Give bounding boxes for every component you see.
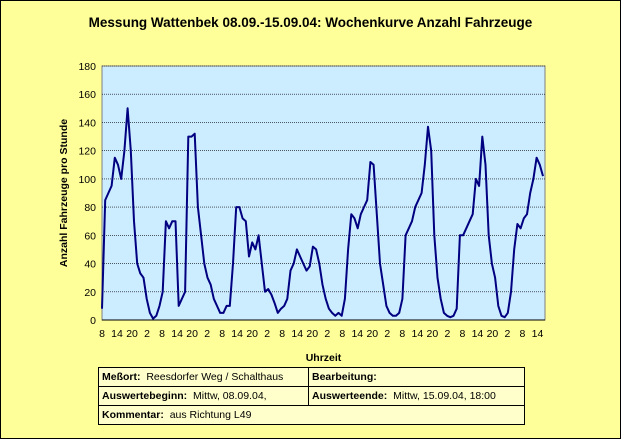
x-tick-label: 2 <box>144 328 150 340</box>
info-cell-messort: Meßort: Reesdorfer Weg / Schalthaus <box>98 367 309 387</box>
x-tick-label: 2 <box>324 328 330 340</box>
auswertebeginn-value: Mittw, 08.09.04, <box>193 390 267 402</box>
x-tick-label: 14 <box>291 328 303 340</box>
x-tick-label: 8 <box>520 328 526 340</box>
x-tick-label: 2 <box>204 328 210 340</box>
x-tick-label: 2 <box>444 328 450 340</box>
plot-area <box>101 65 546 321</box>
x-tick-label: 20 <box>487 328 499 340</box>
x-tick-label: 20 <box>427 328 439 340</box>
x-tick-label: 8 <box>459 328 465 340</box>
info-cell-auswerteende: Auswerteende: Mittw, 15.09.04, 18:00 <box>308 386 525 406</box>
info-table: Meßort: Reesdorfer Weg / Schalthaus Bear… <box>98 367 525 425</box>
x-tick-label: 14 <box>472 328 484 340</box>
kommentar-label: Kommentar: <box>102 409 164 421</box>
chart-title: Messung Wattenbek 08.09.-15.09.04: Woche… <box>88 15 533 30</box>
y-axis-title: Anzahl Fahrzeuge pro Stunde <box>58 119 70 267</box>
x-tick-label: 8 <box>159 328 165 340</box>
x-tick-label: 20 <box>306 328 318 340</box>
x-axis-title: Uhrzeit <box>306 352 342 364</box>
y-tick-label: 40 <box>84 259 96 271</box>
x-tick-label: 14 <box>171 328 183 340</box>
y-tick-label: 80 <box>84 202 96 214</box>
x-tick-label: 14 <box>351 328 363 340</box>
x-tick-label: 14 <box>412 328 424 340</box>
x-tick-label: 8 <box>279 328 285 340</box>
x-tick-label: 2 <box>505 328 511 340</box>
y-tick-label: 100 <box>78 174 96 186</box>
messort-value: Reesdorfer Weg / Schalthaus <box>146 371 284 383</box>
x-tick-label: 2 <box>384 328 390 340</box>
info-row: Kommentar: aus Richtung L49 <box>98 405 525 425</box>
bearbeitung-label: Bearbeitung: <box>312 371 377 383</box>
x-tick-label: 8 <box>99 328 105 340</box>
auswerteende-value: Mittw, 15.09.04, 18:00 <box>393 390 496 402</box>
x-tick-label: 14 <box>231 328 243 340</box>
y-tick-label: 160 <box>78 89 96 101</box>
auswertebeginn-label: Auswertebeginn: <box>102 390 188 402</box>
y-tick-label: 180 <box>78 61 96 73</box>
messort-label: Meßort: <box>102 371 141 383</box>
auswerteende-label: Auswerteende: <box>312 390 388 402</box>
x-tick-label: 2 <box>264 328 270 340</box>
gridlines <box>102 65 545 321</box>
x-tick-label: 8 <box>339 328 345 340</box>
y-tick-label: 120 <box>78 146 96 158</box>
x-tick-label: 20 <box>186 328 198 340</box>
series-line <box>101 107 544 320</box>
info-row: Meßort: Reesdorfer Weg / Schalthaus Bear… <box>98 367 525 387</box>
x-axis-ticks: 8 14 20 2 8 14 20 2 8 14 20 2 8 14 20 2 8 14 20 2 8 14 20 2 8 14 2… <box>99 328 543 340</box>
y-axis-ticks: 0 20 40 60 80 100 120 140 160 180 <box>78 61 96 327</box>
y-tick-label: 20 <box>84 287 96 299</box>
x-tick-label: 20 <box>126 328 138 340</box>
x-tick-label: 20 <box>366 328 378 340</box>
y-tick-label: 0 <box>90 315 96 327</box>
info-cell-bearbeitung: Bearbeitung: <box>308 367 525 387</box>
info-cell-kommentar: Kommentar: aus Richtung L49 <box>98 405 525 425</box>
info-row: Auswertebeginn: Mittw, 08.09.04, Auswert… <box>98 386 525 406</box>
x-tick-label: 14 <box>532 328 544 340</box>
x-tick-label: 20 <box>246 328 258 340</box>
kommentar-value: aus Richtung L49 <box>169 409 252 421</box>
x-tick-label: 8 <box>399 328 405 340</box>
y-tick-label: 140 <box>78 117 96 129</box>
y-tick-label: 60 <box>84 230 96 242</box>
info-cell-auswertebeginn: Auswertebeginn: Mittw, 08.09.04, <box>98 386 309 406</box>
x-tick-label: 14 <box>111 328 123 340</box>
x-tick-label: 8 <box>219 328 225 340</box>
